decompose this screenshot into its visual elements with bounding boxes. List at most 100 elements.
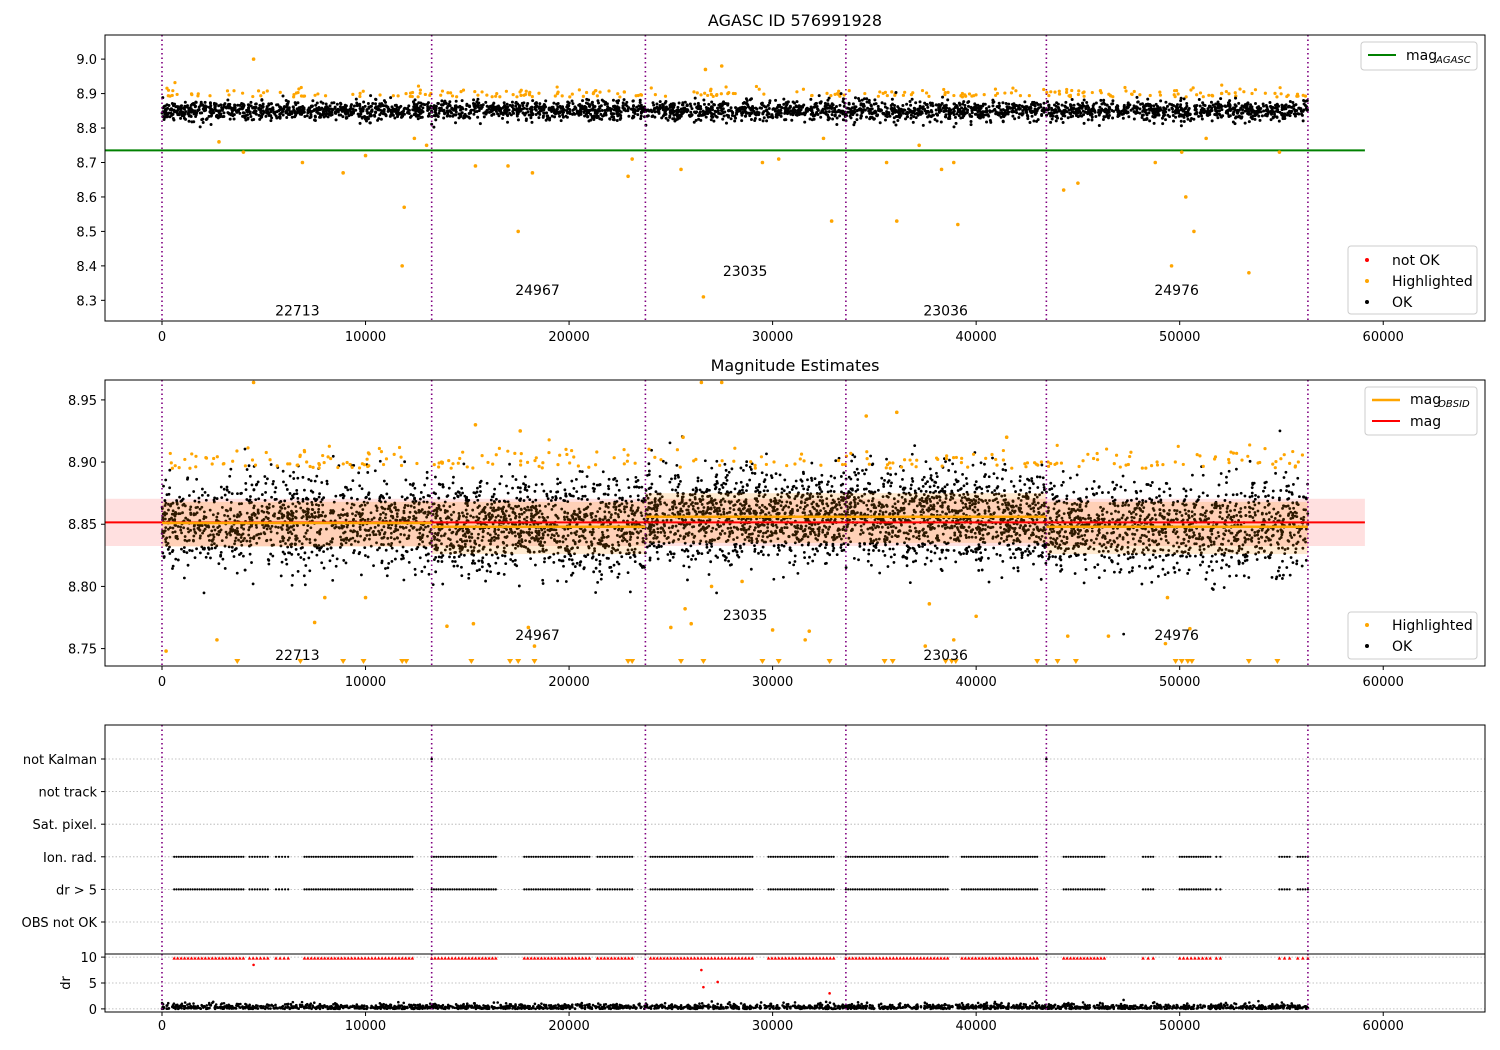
ok-point <box>1023 100 1027 104</box>
ok-point <box>576 110 580 114</box>
ok-point <box>1141 109 1145 113</box>
ok-point <box>883 102 887 106</box>
ok-point <box>378 104 382 108</box>
ok-point <box>507 108 511 112</box>
obsid-label: 24967 <box>515 283 560 299</box>
ok-point <box>417 101 421 105</box>
ok-point <box>405 496 409 500</box>
ok-point <box>450 106 454 110</box>
ok-point <box>1228 99 1232 103</box>
ok-point <box>839 92 843 96</box>
ok-point <box>759 102 763 106</box>
ok-point <box>618 117 622 121</box>
ok-point <box>501 554 504 557</box>
ok-point <box>1305 99 1309 103</box>
ok-point <box>709 118 713 122</box>
ok-point <box>333 105 337 109</box>
highlighted-point <box>993 87 998 91</box>
ok-point <box>188 114 192 118</box>
highlighted-point <box>476 93 480 97</box>
ok-point <box>472 103 476 107</box>
ok-point <box>779 111 783 115</box>
highlighted-point <box>847 89 851 93</box>
highlighted-point <box>616 92 620 96</box>
highlighted-point <box>440 89 445 93</box>
ok-point <box>1247 120 1251 124</box>
highlighted-points <box>165 57 1308 299</box>
obsid-label: 24976 <box>1154 283 1199 299</box>
ok-point <box>696 106 700 110</box>
ok-point <box>405 550 409 554</box>
ok-point <box>993 107 997 111</box>
ok-point <box>495 105 499 109</box>
ok-point <box>307 478 311 481</box>
ok-point <box>973 108 977 112</box>
ok-point <box>970 111 974 115</box>
highlighted-point <box>256 89 261 93</box>
ok-point <box>521 104 525 108</box>
ok-point <box>335 102 339 106</box>
ok-point <box>682 110 686 114</box>
ok-point <box>386 106 390 110</box>
ok-point <box>934 108 938 112</box>
highlighted-outlier <box>400 264 404 268</box>
ok-point <box>607 477 611 481</box>
ok-point <box>1030 114 1034 118</box>
ok-point <box>352 104 356 108</box>
highlighted-point <box>1242 90 1246 94</box>
ok-point <box>1069 107 1073 111</box>
ok-point <box>871 116 875 120</box>
ok-point <box>597 101 601 105</box>
ok-point <box>459 108 463 112</box>
ok-point <box>894 91 898 95</box>
ok-point <box>207 114 211 118</box>
ok-point <box>497 107 501 111</box>
ok-point <box>1104 108 1108 112</box>
ok-point <box>195 477 199 481</box>
ok-point <box>636 113 640 117</box>
ok-point <box>411 493 415 497</box>
ok-point <box>285 562 289 566</box>
ok-point <box>333 110 337 114</box>
ok-point <box>343 110 347 114</box>
ok-point <box>1083 110 1087 114</box>
ok-point <box>741 107 745 111</box>
ok-point <box>743 114 747 118</box>
highlighted-point <box>439 93 443 97</box>
ok-point <box>603 109 607 113</box>
ok-point <box>741 101 745 105</box>
ok-point <box>914 101 918 105</box>
ok-point <box>294 547 298 551</box>
ok-point <box>442 116 446 120</box>
ok-point <box>774 113 778 117</box>
ok-point <box>503 108 507 112</box>
ok-point <box>899 109 903 113</box>
ok-point <box>815 104 819 108</box>
ok-point <box>293 111 297 115</box>
ok-point <box>1163 113 1167 117</box>
ok-point <box>1179 124 1183 128</box>
ok-point <box>304 564 308 567</box>
ok-point <box>1116 107 1120 111</box>
ok-point <box>877 107 881 111</box>
ok-point <box>1179 96 1183 100</box>
ok-point <box>219 550 223 554</box>
highlighted-point <box>842 93 846 97</box>
ok-point <box>1028 120 1032 124</box>
highlighted-outlier <box>821 136 826 141</box>
ok-point <box>1243 121 1247 125</box>
ok-point <box>730 114 734 118</box>
ok-point <box>1155 108 1159 112</box>
highlighted-point <box>960 95 965 99</box>
ok-point <box>595 116 599 120</box>
highlighted-point <box>1210 93 1214 98</box>
ok-point <box>273 498 277 501</box>
ok-point <box>400 553 404 557</box>
ok-point <box>1192 117 1196 121</box>
ok-point <box>1015 104 1019 108</box>
ok-point <box>966 100 970 104</box>
ok-point <box>318 112 322 116</box>
ok-point <box>1127 115 1131 119</box>
ok-point <box>617 106 621 110</box>
ok-point <box>303 488 306 492</box>
